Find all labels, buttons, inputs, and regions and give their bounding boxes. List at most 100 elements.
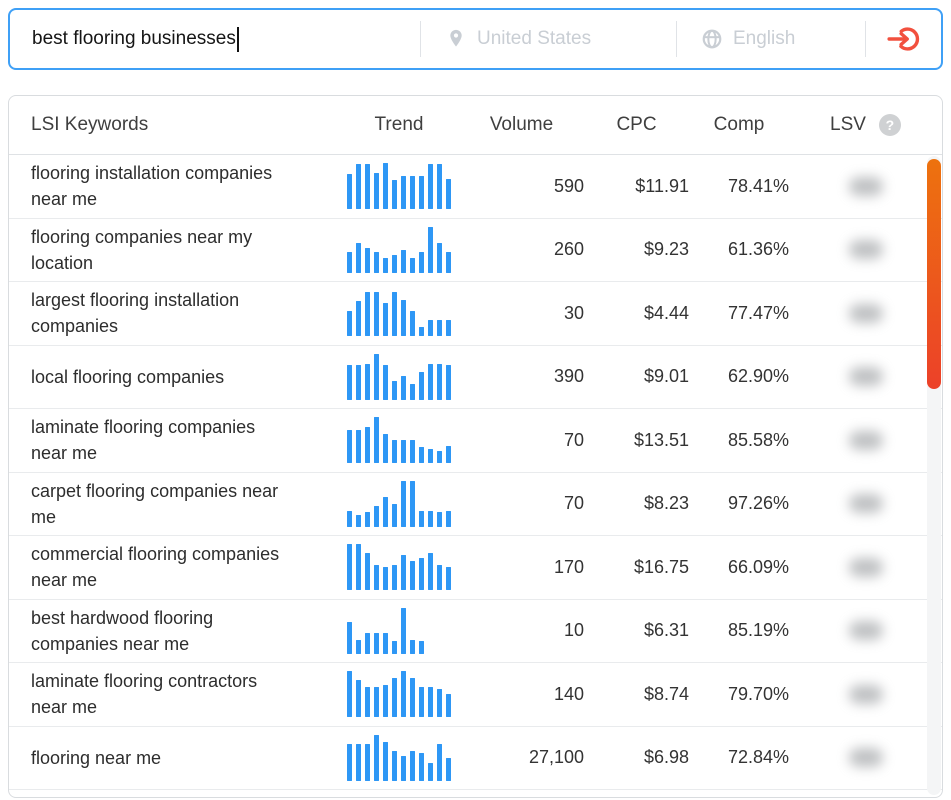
volume-cell: 590 bbox=[553, 175, 584, 196]
table-row[interactable]: largest flooring installation companies … bbox=[9, 282, 942, 346]
trend-cell bbox=[339, 290, 459, 337]
header-lsv: LSV bbox=[830, 114, 866, 135]
cpc-cell: $6.98 bbox=[643, 747, 689, 768]
table-row[interactable]: local flooring companies 390 $9.01 62.90… bbox=[9, 345, 942, 409]
comp-cell: 62.90% bbox=[727, 366, 789, 387]
lsv-cell bbox=[789, 367, 942, 387]
globe-icon bbox=[702, 29, 722, 49]
separator bbox=[676, 21, 677, 57]
lsv-blurred-value bbox=[848, 748, 883, 768]
trend-cell bbox=[339, 480, 459, 527]
volume-cell: 10 bbox=[563, 620, 584, 641]
keyword-cell: laminate flooring contractors near me bbox=[31, 671, 258, 718]
trend-cell bbox=[339, 544, 459, 591]
map-pin-icon bbox=[450, 29, 462, 47]
keyword-cell: local flooring companies bbox=[31, 366, 225, 387]
trend-sparkline bbox=[345, 163, 453, 210]
search-bar: best flooring businesses United States E… bbox=[8, 8, 943, 70]
keyword-cell: commercial flooring companies near me bbox=[31, 544, 280, 591]
results-table: LSI Keywords Trend Volume CPC Comp LSV ?… bbox=[8, 95, 943, 798]
trend-sparkline bbox=[345, 480, 453, 527]
cpc-cell: $9.01 bbox=[643, 366, 689, 387]
keyword-cell: flooring installation companies near me bbox=[31, 163, 273, 210]
language-label: English bbox=[733, 28, 796, 49]
table-row[interactable]: flooring installation companies near me … bbox=[9, 155, 942, 219]
language-selector[interactable]: English bbox=[677, 10, 865, 68]
lsv-blurred-value bbox=[848, 621, 883, 641]
volume-cell: 27,100 bbox=[528, 747, 584, 768]
lsv-cell bbox=[789, 176, 942, 196]
trend-sparkline bbox=[345, 734, 453, 781]
comp-cell: 97.26% bbox=[727, 493, 789, 514]
comp-cell: 77.47% bbox=[727, 302, 789, 323]
header-lsi-keywords: LSI Keywords bbox=[31, 114, 149, 135]
comp-cell: 61.36% bbox=[727, 239, 789, 260]
table-row[interactable]: flooring companies near my location 260 … bbox=[9, 218, 942, 282]
cpc-cell: $8.23 bbox=[643, 493, 689, 514]
scrollbar-thumb[interactable] bbox=[927, 159, 941, 389]
scrollbar-track[interactable] bbox=[927, 156, 941, 795]
lsv-blurred-value bbox=[848, 557, 883, 577]
volume-cell: 30 bbox=[563, 302, 584, 323]
trend-sparkline bbox=[345, 353, 453, 400]
lsv-help-icon[interactable]: ? bbox=[878, 114, 901, 136]
keyword-cell: largest flooring installation companies bbox=[31, 290, 240, 337]
trend-cell bbox=[339, 353, 459, 400]
trend-sparkline bbox=[345, 607, 453, 654]
comp-cell: 85.58% bbox=[727, 429, 789, 450]
search-input[interactable]: best flooring businesses bbox=[10, 10, 420, 68]
table-row[interactable]: carpet flooring companies near me 70 $8.… bbox=[9, 472, 942, 536]
cpc-cell: $6.31 bbox=[643, 620, 689, 641]
table-row[interactable]: laminate flooring contractors near me 14… bbox=[9, 663, 942, 727]
search-query-text: best flooring businesses bbox=[32, 28, 236, 49]
volume-cell: 140 bbox=[553, 683, 584, 704]
search-submit-arrow-icon bbox=[886, 27, 919, 51]
header-volume: Volume bbox=[489, 114, 554, 135]
table-row[interactable]: best hardwood flooring companies near me… bbox=[9, 599, 942, 663]
lsv-cell bbox=[789, 684, 942, 704]
separator bbox=[420, 21, 421, 57]
trend-sparkline bbox=[345, 417, 453, 464]
location-label: United States bbox=[477, 28, 592, 49]
volume-cell: 390 bbox=[553, 366, 584, 387]
table-row[interactable]: commercial flooring companies near me 17… bbox=[9, 536, 942, 600]
keyword-cell: flooring companies near my location bbox=[31, 226, 253, 273]
trend-cell bbox=[339, 417, 459, 464]
lsv-cell bbox=[789, 621, 942, 641]
header-cpc: CPC bbox=[616, 114, 657, 135]
keyword-cell: best hardwood flooring companies near me bbox=[31, 607, 214, 654]
lsv-blurred-value bbox=[848, 430, 883, 450]
separator bbox=[865, 21, 866, 57]
comp-cell: 79.70% bbox=[727, 683, 789, 704]
header-lsv-wrap: LSV ? bbox=[789, 114, 942, 136]
location-selector[interactable]: United States bbox=[421, 10, 676, 68]
trend-cell bbox=[339, 671, 459, 718]
volume-cell: 260 bbox=[553, 239, 584, 260]
submit-button[interactable] bbox=[866, 10, 941, 68]
cpc-cell: $11.91 bbox=[635, 175, 689, 196]
keyword-cell: laminate flooring companies near me bbox=[31, 417, 256, 464]
volume-cell: 170 bbox=[553, 556, 584, 577]
cpc-cell: $13.51 bbox=[633, 429, 689, 450]
trend-sparkline bbox=[345, 290, 453, 337]
lsv-blurred-value bbox=[848, 176, 883, 196]
comp-cell: 78.41% bbox=[727, 175, 789, 196]
lsv-cell bbox=[789, 748, 942, 768]
trend-sparkline bbox=[345, 544, 453, 591]
lsv-blurred-value bbox=[848, 367, 883, 387]
table-row[interactable]: laminate flooring companies near me 70 $… bbox=[9, 409, 942, 473]
lsv-cell bbox=[789, 557, 942, 577]
table-row[interactable]: flooring near me 27,100 $6.98 72.84% bbox=[9, 726, 942, 790]
table-body: flooring installation companies near me … bbox=[9, 155, 942, 790]
trend-cell bbox=[339, 607, 459, 654]
trend-sparkline bbox=[345, 226, 453, 273]
lsv-blurred-value bbox=[848, 494, 883, 514]
volume-cell: 70 bbox=[563, 429, 584, 450]
lsv-blurred-value bbox=[848, 684, 883, 704]
header-comp: Comp bbox=[713, 114, 765, 135]
lsv-blurred-value bbox=[848, 240, 883, 260]
lsv-cell bbox=[789, 303, 942, 323]
cpc-cell: $4.44 bbox=[643, 302, 689, 323]
cpc-cell: $8.74 bbox=[643, 683, 689, 704]
trend-sparkline bbox=[345, 671, 453, 718]
